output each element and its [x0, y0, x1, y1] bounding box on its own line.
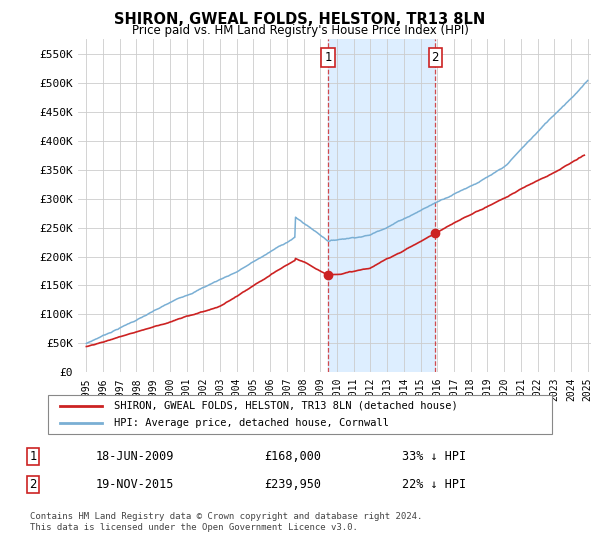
Text: Contains HM Land Registry data © Crown copyright and database right 2024.
This d: Contains HM Land Registry data © Crown c… [30, 512, 422, 532]
Text: 2: 2 [431, 51, 439, 64]
Text: £239,950: £239,950 [264, 478, 321, 491]
Text: 22% ↓ HPI: 22% ↓ HPI [402, 478, 466, 491]
Text: 2: 2 [29, 478, 37, 491]
Text: 19-NOV-2015: 19-NOV-2015 [96, 478, 175, 491]
Bar [328, 39, 435, 372]
Text: £168,000: £168,000 [264, 450, 321, 463]
Text: HPI: Average price, detached house, Cornwall: HPI: Average price, detached house, Corn… [114, 418, 389, 428]
Text: 18-JUN-2009: 18-JUN-2009 [96, 450, 175, 463]
Text: Price paid vs. HM Land Registry's House Price Index (HPI): Price paid vs. HM Land Registry's House … [131, 24, 469, 36]
Text: SHIRON, GWEAL FOLDS, HELSTON, TR13 8LN (detached house): SHIRON, GWEAL FOLDS, HELSTON, TR13 8LN (… [114, 401, 458, 411]
Text: 33% ↓ HPI: 33% ↓ HPI [402, 450, 466, 463]
Text: 1: 1 [324, 51, 332, 64]
Text: 1: 1 [29, 450, 37, 463]
Text: SHIRON, GWEAL FOLDS, HELSTON, TR13 8LN: SHIRON, GWEAL FOLDS, HELSTON, TR13 8LN [115, 12, 485, 27]
